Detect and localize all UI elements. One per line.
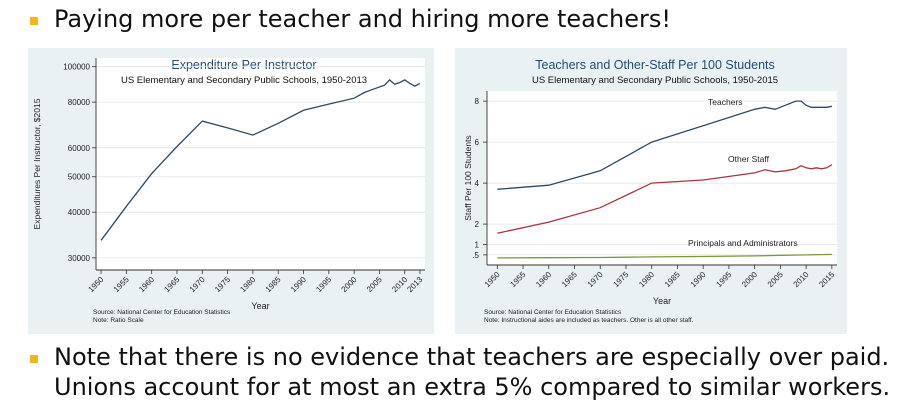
chart-note: Note: Instructional aides are included a… (484, 317, 694, 324)
x-tick-label: 1950 (87, 275, 106, 294)
series-line (497, 164, 833, 234)
x-tick-label: 1975 (213, 275, 232, 294)
x-tick-label: 2015 (817, 270, 836, 289)
x-tick-label: 1995 (314, 275, 333, 294)
staff-chart: Teachers and Other-Staff Per 100 Student… (463, 58, 837, 324)
x-tick-label: 1960 (534, 270, 553, 289)
plot-area (487, 91, 837, 265)
series-label: Principals and Administrators (688, 238, 798, 248)
chart-subtitle: US Elementary and Secondary Public Schoo… (121, 75, 367, 86)
x-tick-label: 1975 (611, 270, 630, 289)
chart-source: Source: National Center for Education St… (93, 309, 231, 316)
y-tick-label: 8 (475, 97, 480, 106)
x-tick-label: 1970 (586, 270, 605, 289)
y-tick-label: 60000 (68, 144, 91, 153)
expenditure-chart: Expenditure Per Instructor US Elementary … (32, 58, 425, 324)
x-tick-label: 1990 (289, 275, 308, 294)
y-tick-label: 2 (475, 220, 480, 229)
x-tick-label: 1955 (508, 270, 527, 289)
chart-source: Source: National Center for Education St… (484, 309, 622, 316)
slide-heading: Paying more per teacher and hiring more … (54, 5, 672, 33)
y-tick-label: 40000 (68, 208, 91, 217)
x-tick-label: 2010 (792, 270, 811, 289)
plot-area (96, 58, 425, 270)
chart-title: Expenditure Per Instructor (171, 58, 316, 72)
x-tick-label: 2000 (740, 270, 759, 289)
x-tick-label: 2010 (390, 275, 409, 294)
x-axis-label: Year (653, 296, 671, 306)
x-tick-label: 1995 (714, 270, 733, 289)
series-line (497, 100, 833, 190)
y-tick-label: 30000 (68, 254, 91, 263)
y-tick-label: 1 (475, 241, 480, 250)
x-tick-label: 1970 (188, 275, 207, 294)
x-axis-label: Year (251, 301, 269, 311)
x-tick-label: 1985 (663, 270, 682, 289)
note-line-2: Unions account for at most an extra 5% c… (54, 373, 891, 401)
x-tick-label: 2013 (405, 275, 424, 294)
y-tick-label: 6 (475, 138, 480, 147)
x-tick-label: 1960 (137, 275, 156, 294)
x-tick-label: 2005 (766, 270, 785, 289)
chart-subtitle: US Elementary and Secondary Public Schoo… (532, 75, 778, 86)
x-tick-label: 1980 (637, 270, 656, 289)
chart-title: Teachers and Other-Staff Per 100 Student… (535, 58, 775, 72)
x-tick-label: 1955 (112, 275, 131, 294)
y-axis-label: Expenditures Per Instructor, $2015 (32, 98, 42, 229)
series-label: Teachers (708, 97, 743, 107)
expenditure-chart-panel: Expenditure Per Instructor US Elementary … (28, 48, 434, 334)
chart-note: Note: Ratio Scale (93, 317, 144, 324)
x-tick-label: 1950 (483, 270, 502, 289)
x-tick-label: 2000 (340, 275, 359, 294)
x-tick-label: 1965 (560, 270, 579, 289)
x-tick-label: 1965 (162, 275, 181, 294)
y-tick-label: 100000 (63, 63, 90, 72)
series-line (100, 79, 421, 241)
y-tick-label: 4 (475, 179, 480, 188)
staff-chart-panel: Teachers and Other-Staff Per 100 Student… (455, 48, 847, 334)
y-tick-label: 50000 (68, 173, 91, 182)
note-line-1: Note that there is no evidence that teac… (54, 343, 890, 371)
y-tick-label: 80000 (68, 98, 91, 107)
bullet-marker (30, 355, 38, 363)
x-tick-label: 1990 (689, 270, 708, 289)
bullet-marker (30, 17, 38, 25)
series-line (497, 253, 832, 259)
x-tick-label: 1985 (264, 275, 283, 294)
y-axis-label: Staff Per 100 Students (463, 135, 473, 220)
x-tick-label: 2005 (365, 275, 384, 294)
x-tick-label: 1980 (238, 275, 257, 294)
series-label: Other Staff (728, 154, 770, 164)
y-tick-label: .5 (472, 251, 479, 260)
